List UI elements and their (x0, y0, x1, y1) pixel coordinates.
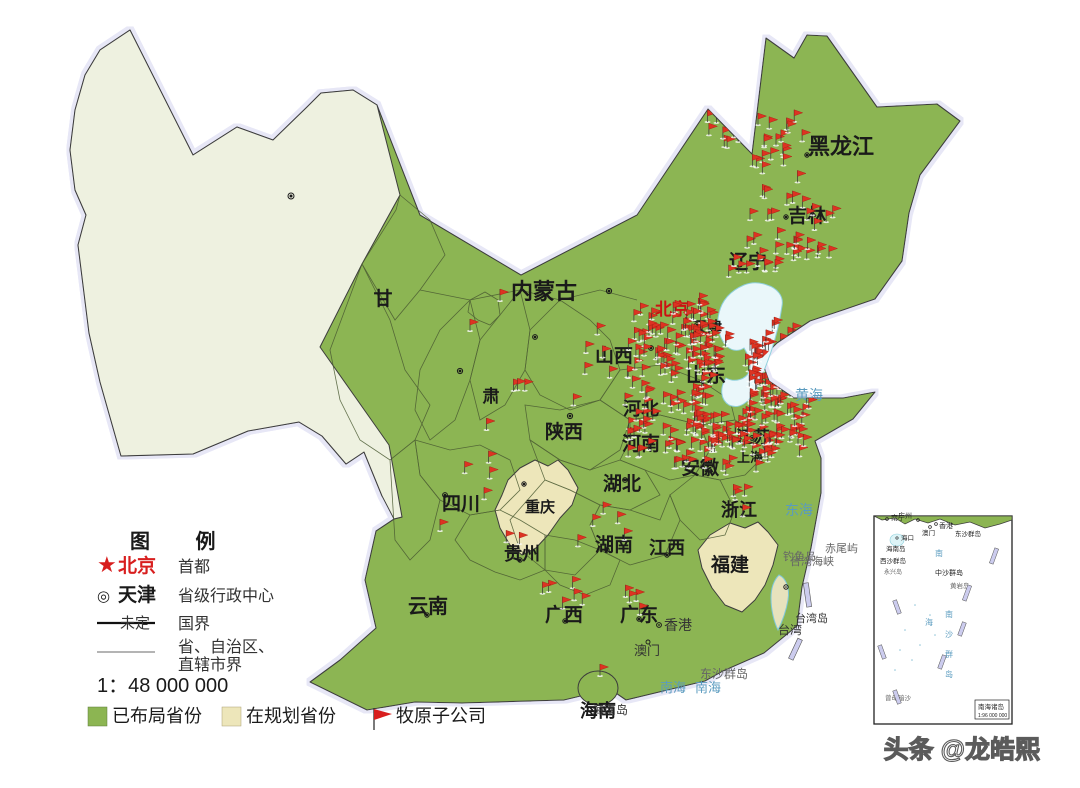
svg-text:1:96 000 000: 1:96 000 000 (978, 713, 1007, 719)
svg-text:黑龙江: 黑龙江 (808, 134, 874, 159)
svg-text:图 例: 图 例 (130, 529, 236, 553)
svg-text:重庆: 重庆 (525, 498, 555, 516)
svg-text:南海: 南海 (660, 680, 686, 695)
svg-text:北京: 北京 (655, 299, 689, 319)
svg-text:头条 @龙皓熙: 头条 @龙皓熙 (884, 736, 1040, 764)
svg-text:东海: 东海 (785, 502, 813, 518)
svg-text:南海诸岛: 南海诸岛 (978, 702, 1004, 711)
svg-text:浙江: 浙江 (721, 499, 757, 520)
svg-text:内蒙古: 内蒙古 (511, 279, 577, 304)
svg-text:西沙群岛: 西沙群岛 (880, 556, 906, 565)
svg-text:海口: 海口 (901, 533, 914, 542)
svg-text:福建: 福建 (710, 553, 749, 576)
svg-text:已布局省份: 已布局省份 (112, 706, 202, 726)
svg-text:★: ★ (97, 552, 117, 577)
svg-text:海南岛: 海南岛 (886, 544, 906, 553)
svg-text:肃: 肃 (483, 387, 500, 406)
svg-text:天津: 天津 (118, 583, 156, 606)
svg-text:澳门: 澳门 (634, 643, 660, 658)
svg-text:湖北: 湖北 (603, 473, 641, 495)
svg-text:赤尾屿: 赤尾屿 (825, 542, 858, 555)
svg-text:国界: 国界 (178, 615, 210, 633)
svg-text:省、自治区、: 省、自治区、 (178, 638, 274, 656)
svg-text:湖南: 湖南 (595, 534, 633, 556)
svg-text:中沙群岛: 中沙群岛 (935, 568, 963, 577)
svg-text:海: 海 (925, 617, 933, 627)
svg-text:首都: 首都 (178, 558, 210, 576)
svg-text:钓鱼岛: 钓鱼岛 (783, 549, 816, 563)
svg-text:东沙群岛: 东沙群岛 (955, 529, 981, 538)
svg-text:甘: 甘 (373, 288, 392, 310)
svg-text:在规划省份: 在规划省份 (246, 706, 336, 726)
svg-text:澳门: 澳门 (922, 528, 935, 537)
svg-text:岛: 岛 (945, 669, 953, 679)
svg-text:陕西: 陕西 (545, 420, 583, 443)
svg-text:未定: 未定 (120, 615, 150, 632)
svg-text:沙: 沙 (945, 630, 953, 639)
svg-text:牧原子公司: 牧原子公司 (396, 706, 486, 726)
svg-text:广州: 广州 (898, 511, 912, 520)
svg-text:北京: 北京 (118, 554, 156, 577)
svg-text:香港: 香港 (939, 521, 953, 530)
svg-text:四川: 四川 (442, 494, 480, 515)
svg-text:省级行政中心: 省级行政中心 (178, 587, 274, 605)
svg-text:南: 南 (935, 548, 943, 558)
svg-text:1：48 000 000: 1：48 000 000 (97, 675, 228, 697)
svg-text:海南岛: 海南岛 (592, 702, 628, 717)
svg-text:南: 南 (945, 609, 953, 619)
svg-text:◎: ◎ (97, 588, 110, 605)
svg-text:台湾岛: 台湾岛 (795, 611, 828, 625)
svg-text:香港: 香港 (664, 617, 692, 633)
svg-text:东沙群岛: 东沙群岛 (700, 666, 748, 681)
svg-text:山西: 山西 (595, 345, 633, 367)
svg-text:南海: 南海 (695, 680, 721, 695)
svg-text:直辖市界: 直辖市界 (178, 656, 242, 674)
svg-text:群: 群 (945, 649, 953, 659)
svg-text:永兴岛: 永兴岛 (884, 568, 902, 576)
